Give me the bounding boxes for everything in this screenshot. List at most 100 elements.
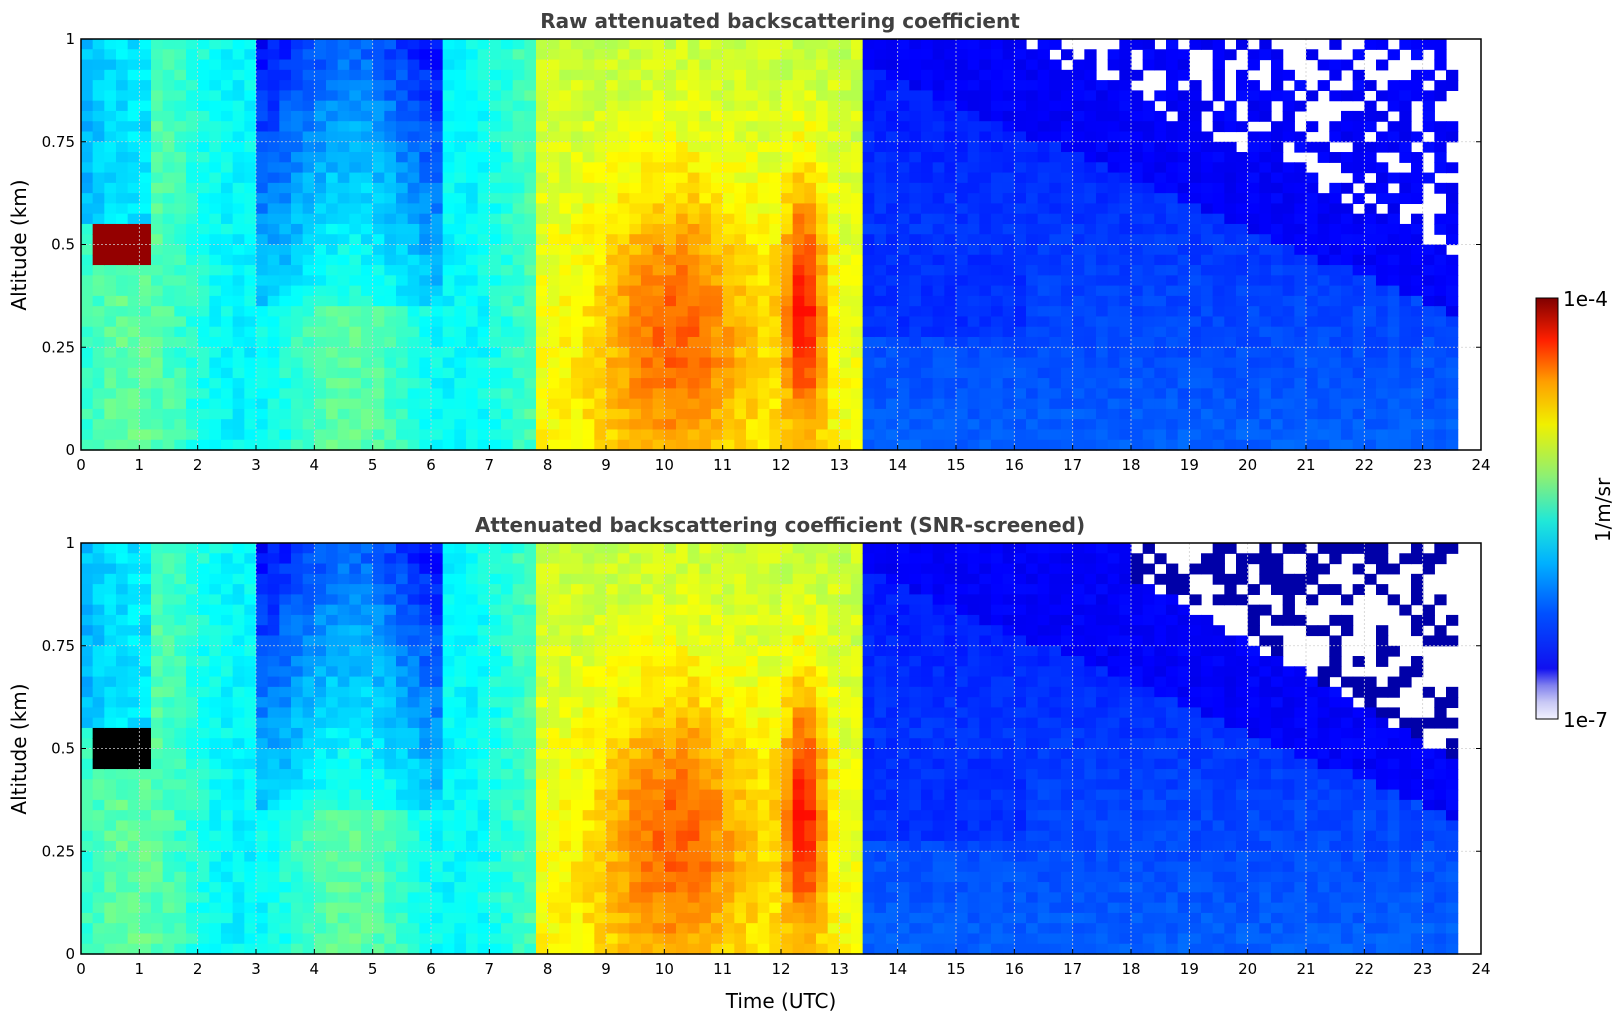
heatmap-cell [956,398,969,410]
heatmap-cell [687,347,700,359]
heatmap-cell [629,347,642,359]
heatmap-cell [606,439,619,451]
heatmap-cell [734,244,747,256]
heatmap-cell [804,131,817,143]
heatmap-cell [746,378,759,389]
heatmap-cell [909,223,922,235]
x-tick-label: 20 [1238,456,1257,474]
heatmap-cell [197,439,210,451]
heatmap-cell [1259,193,1272,205]
heatmap-cell [792,275,805,287]
heatmap-cell [431,254,444,266]
heatmap-cell [221,110,234,122]
heatmap-cell [162,820,175,832]
heatmap-cell [1282,439,1295,451]
heatmap-cell [302,39,315,50]
heatmap-cell [851,367,864,379]
heatmap-cell [1376,429,1389,441]
heatmap-cell [1061,121,1074,133]
heatmap-cell [757,182,770,194]
heatmap-cell [991,162,1004,174]
heatmap-cell [1154,131,1167,143]
heatmap-cell [1107,80,1120,91]
heatmap-cell [92,697,105,709]
heatmap-cell [547,316,560,328]
heatmap-cell [1107,275,1120,287]
heatmap-cell [489,223,502,235]
heatmap-cell [1037,69,1050,81]
heatmap-cell [1072,429,1085,441]
heatmap-cell [477,408,490,420]
heatmap-cell [186,419,199,431]
x-tick-label: 8 [543,456,553,474]
heatmap-cell [1434,131,1447,143]
heatmap-cell [571,326,584,338]
heatmap-cell [489,234,502,246]
heatmap-cell [442,80,455,91]
heatmap-cell [256,110,269,122]
heatmap-cell [1271,265,1284,276]
heatmap-cell [1072,152,1085,163]
heatmap-cell [1154,213,1167,225]
heatmap-cell [127,727,140,739]
heatmap-cell [781,357,794,369]
heatmap-cell [804,316,817,328]
heatmap-cell [104,69,117,81]
heatmap-cell [921,162,934,174]
heatmap-cell [1084,213,1097,225]
heatmap-cell [1247,316,1260,328]
heatmap-cell [1119,141,1132,153]
heatmap-cell [1177,357,1190,369]
heatmap-cell [501,295,514,307]
heatmap-cell [291,152,304,163]
heatmap-cell [1049,347,1062,359]
heatmap-cell [571,254,584,266]
heatmap-cell [1131,193,1144,205]
heatmap-cell [582,244,595,256]
heatmap-cell [909,131,922,143]
heatmap-cell [1037,285,1050,297]
heatmap-cell [349,378,362,389]
heatmap-cell [256,419,269,431]
heatmap-cell [431,357,444,369]
heatmap-cell [396,265,409,276]
heatmap-cell [1189,336,1202,348]
heatmap-cell [1002,429,1015,441]
heatmap-cell [1061,172,1074,184]
heatmap-cell [1282,90,1295,102]
heatmap-cell [174,419,187,431]
heatmap-cell [816,419,829,431]
heatmap-cell [536,234,549,246]
x-tick-label: 22 [1355,456,1374,474]
heatmap-cell [197,336,210,348]
heatmap-cell [1387,234,1400,246]
heatmap-cell [81,625,94,637]
heatmap-cell [151,213,164,225]
heatmap-cell [582,152,595,163]
heatmap-cell [792,100,805,112]
heatmap-cell [1236,336,1249,348]
heatmap-cell [104,141,117,153]
heatmap-cell [699,213,712,225]
heatmap-cell [162,676,175,688]
heatmap-cell [1422,367,1435,379]
heatmap-cell [174,573,187,585]
heatmap-cell [781,234,794,246]
x-ticks-raw: 0 1 2 3 4 5 6 7 8 9 10 11 12 13 14 15 16 17 18 19 20 21 22 23 24 [76,445,1491,474]
heatmap-cell [851,213,864,225]
heatmap-cell [734,398,747,410]
heatmap-cell [629,439,642,451]
heatmap-cell [1189,429,1202,441]
heatmap-cell [722,316,735,328]
heatmap-cell [816,408,829,420]
heatmap-cell [1084,69,1097,81]
heatmap-cell [921,326,934,338]
heatmap-cell [1271,213,1284,225]
heatmap-cell [897,110,910,122]
heatmap-cell [209,275,222,287]
heatmap-cell [489,378,502,389]
heatmap-cell [1329,152,1342,163]
heatmap-cell [921,316,934,328]
heatmap-cell [1422,244,1435,256]
heatmap-cell [1026,275,1039,287]
